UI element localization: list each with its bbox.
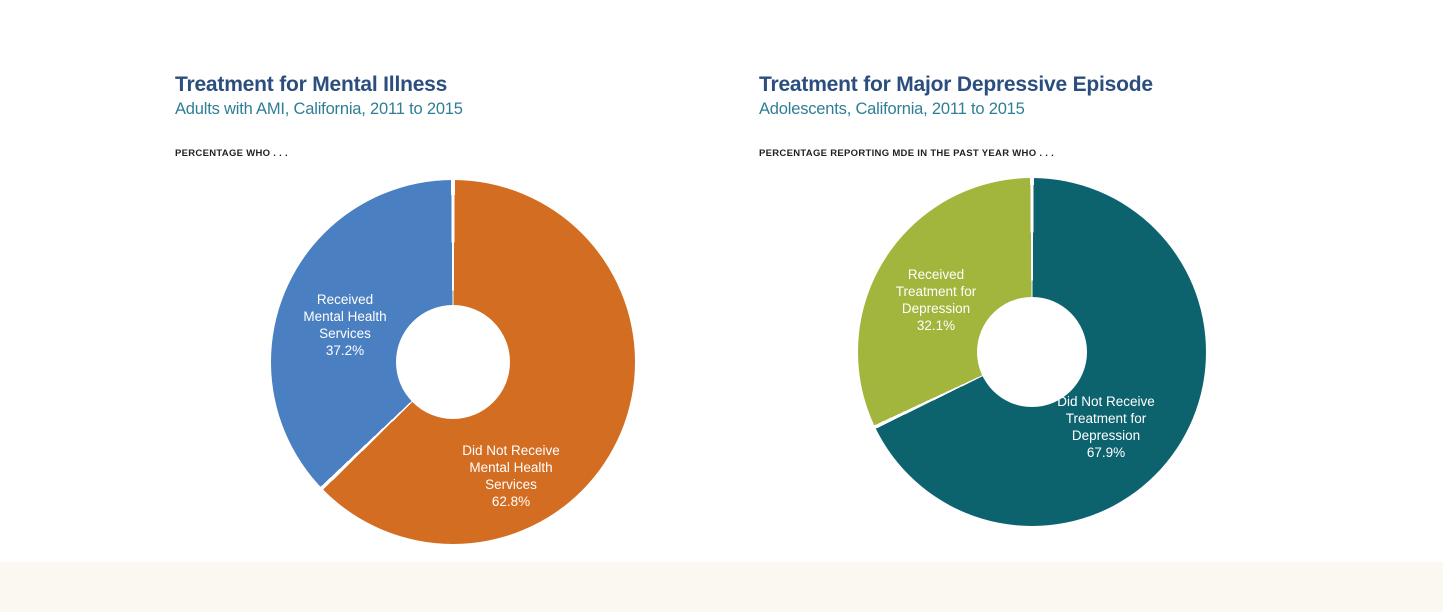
slice-value: 62.8% xyxy=(491,494,531,509)
chart-title: Treatment for Mental Illness xyxy=(175,73,448,96)
slice-label-received: Received Treatment for Depression 32.1% xyxy=(896,266,977,334)
donut-chart-mental-illness: Received Mental Health Services 37.2% Di… xyxy=(271,180,635,544)
slice-value: 37.2% xyxy=(325,343,365,358)
chart-subtitle: Adolescents, California, 2011 to 2015 xyxy=(759,100,1025,119)
slice-label-did-not-receive: Did Not Receive Treatment for Depression… xyxy=(1057,393,1155,461)
slice-label-line: Services xyxy=(319,326,371,341)
slice-label-line: Did Not Receive xyxy=(462,443,560,458)
donut-hole xyxy=(977,297,1087,407)
slice-label-did-not-receive: Did Not Receive Mental Health Services 6… xyxy=(462,442,560,510)
slice-label-line: Depression xyxy=(901,301,971,316)
slice-label-line: Mental Health xyxy=(303,309,387,324)
chart-header-depressive-episode: Treatment for Major Depressive Episode A… xyxy=(759,72,1319,159)
slice-label-line: Received xyxy=(316,292,374,307)
slice-label-line: Treatment for xyxy=(895,284,977,299)
slice-value: 32.1% xyxy=(916,318,956,333)
chart-subtitle: Adults with AMI, California, 2011 to 201… xyxy=(175,100,463,119)
chart-caption: PERCENTAGE REPORTING MDE IN THE PAST YEA… xyxy=(759,148,1055,160)
donut-hole xyxy=(396,305,510,419)
chart-caption: PERCENTAGE WHO . . . xyxy=(175,148,288,160)
slice-label-line: Treatment for xyxy=(1065,411,1147,426)
footer-band xyxy=(0,562,1443,612)
chart-header-mental-illness: Treatment for Mental Illness Adults with… xyxy=(175,72,645,159)
slice-label-line: Mental Health xyxy=(469,460,553,475)
donut-chart-depressive-episode: Received Treatment for Depression 32.1% … xyxy=(858,178,1206,526)
slice-value: 67.9% xyxy=(1086,445,1126,460)
slice-label-line: Received xyxy=(907,267,965,282)
slice-label-received: Received Mental Health Services 37.2% xyxy=(303,291,386,359)
slice-label-line: Services xyxy=(485,477,537,492)
chart-title: Treatment for Major Depressive Episode xyxy=(759,73,1153,96)
slice-label-line: Did Not Receive xyxy=(1057,394,1155,409)
slice-label-line: Depression xyxy=(1071,428,1141,443)
